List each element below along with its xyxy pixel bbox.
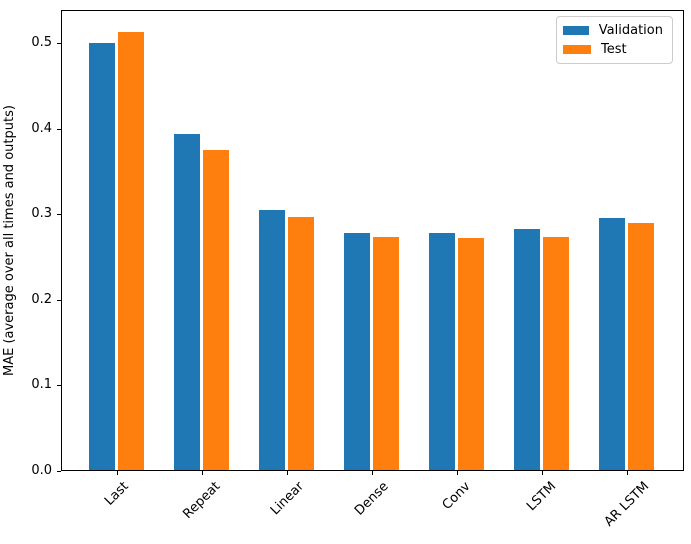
y-axis-label: MAE (average over all times and outputs): [2, 105, 17, 376]
y-tick-mark: [57, 214, 61, 215]
bar-validation-linear: [259, 210, 285, 471]
y-tick-label: 0.4: [31, 121, 52, 136]
x-tick-label-linear: Linear: [267, 479, 308, 519]
x-tick-mark: [202, 471, 203, 475]
bar-validation-conv: [429, 233, 455, 471]
bar-test-ar-lstm: [628, 223, 654, 471]
y-tick-label: 0.0: [31, 463, 52, 478]
bar-test-last: [118, 32, 144, 471]
bar-test-linear: [288, 217, 314, 471]
legend-entry-validation: Validation: [563, 21, 663, 40]
legend-swatch-test: [563, 45, 591, 54]
x-tick-mark: [117, 471, 118, 475]
legend-label-validation: Validation: [598, 23, 663, 38]
x-tick-label-repeat: Repeat: [180, 479, 224, 522]
x-tick-label-last: Last: [101, 479, 132, 509]
bar-validation-repeat: [174, 134, 200, 471]
y-tick-mark: [57, 43, 61, 44]
y-tick-mark: [57, 471, 61, 472]
x-tick-mark: [372, 471, 373, 475]
legend: Validation Test: [556, 16, 673, 64]
y-tick-label: 0.2: [31, 292, 52, 307]
bar-test-repeat: [203, 150, 229, 471]
bar-validation-last: [89, 43, 115, 471]
y-tick-label: 0.1: [31, 377, 52, 392]
x-tick-mark: [287, 471, 288, 475]
y-tick-label: 0.3: [31, 206, 52, 221]
legend-swatch-validation: [563, 26, 589, 35]
legend-label-test: Test: [601, 42, 627, 57]
y-tick-mark: [57, 300, 61, 301]
x-tick-label-conv: Conv: [439, 479, 474, 513]
bar-test-conv: [458, 238, 484, 471]
x-tick-label-lstm: LSTM: [524, 479, 560, 515]
y-tick-mark: [57, 385, 61, 386]
bar-validation-ar-lstm: [599, 218, 625, 471]
bar-validation-dense: [344, 233, 370, 471]
bar-validation-lstm: [514, 229, 540, 471]
x-tick-label-dense: Dense: [352, 479, 392, 519]
x-tick-label-ar-lstm: AR LSTM: [601, 479, 653, 530]
bar-test-lstm: [543, 237, 569, 471]
legend-entry-test: Test: [563, 40, 663, 59]
bar-test-dense: [373, 237, 399, 471]
y-tick-mark: [57, 129, 61, 130]
x-tick-mark: [457, 471, 458, 475]
x-tick-mark: [542, 471, 543, 475]
x-tick-mark: [627, 471, 628, 475]
y-tick-label: 0.5: [31, 35, 52, 50]
